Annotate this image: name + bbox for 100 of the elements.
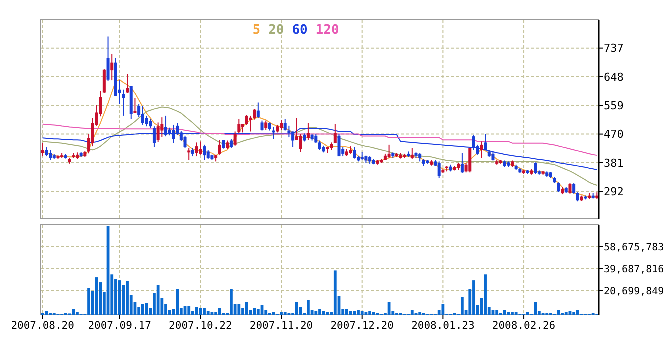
bar [256,309,260,315]
candlestick [141,105,144,126]
bar [357,310,360,315]
bar [534,302,538,315]
bar [280,312,283,315]
candlestick [572,182,576,194]
candlestick [468,148,472,174]
bar [245,302,248,315]
bar [472,280,476,315]
bar [88,288,90,315]
candlestick [353,146,356,160]
bar [526,312,530,315]
candlestick [460,152,464,174]
bar [295,302,298,315]
candlestick [438,161,441,179]
candlestick [45,147,48,158]
bar [253,308,256,315]
candlestick [145,115,148,128]
x-tick-label: 2007.09.17 [88,320,152,332]
candlestick [106,36,110,82]
bar [141,304,144,315]
line-series [42,79,598,198]
bar [360,311,364,315]
text: 120 [316,23,340,38]
candlestick [253,108,256,120]
candlestick [292,131,295,148]
bar [576,310,580,315]
bar [284,312,287,315]
bar [203,308,206,315]
bar [346,309,348,315]
y-tick-label: 58,675,783 [604,242,664,254]
candlestick [410,148,414,160]
bar [176,289,180,315]
bar [318,309,322,315]
candlestick [126,74,130,94]
bar [45,311,48,315]
bar [118,280,122,315]
line-series [42,124,598,156]
candlestick [218,140,222,156]
x-tick-label: 2007.12.20 [330,320,394,332]
bar [496,310,499,315]
candlestick [314,133,318,144]
candlestick [338,134,341,158]
y-tick-label: 470 [604,128,624,142]
bar [218,308,222,315]
candlestick [134,98,137,114]
candlestick [49,150,52,161]
candlestick [184,135,187,149]
text: 60 [292,23,308,38]
candlestick [534,162,538,175]
text: 5 [252,23,261,38]
bar [353,311,356,315]
bar [460,297,464,315]
bar [564,312,568,315]
bar [507,312,510,315]
bar [272,312,276,315]
bar [511,312,514,315]
x-tick-label: 2007.10.22 [169,320,232,332]
y-tick-label: 648 [604,70,624,84]
candlestick [568,182,572,194]
candlestick [206,150,210,160]
candlestick [199,141,202,156]
bar [72,309,76,315]
candlestick [195,142,198,158]
candlestick [264,120,268,131]
bar [418,312,422,315]
candlestick [318,140,322,151]
x-tick-label: 2007.08.20 [11,320,74,332]
candlestick [388,144,391,159]
y-tick-label: 559 [604,100,624,113]
candlestick [480,141,484,159]
bar [442,304,445,315]
candlestick [41,142,44,158]
bar [307,300,310,315]
candlestick [299,134,302,153]
bar [557,310,560,315]
bar [484,274,487,315]
y-tick-label: 20,699,849 [604,286,664,298]
bar [238,304,241,315]
candlestick [280,120,284,131]
bar [572,312,576,315]
text: 20 [268,23,284,38]
x-tick-label: 2008.01.23 [412,320,475,332]
y-tick-label: 737 [604,42,624,56]
y-tick-label: 292 [604,185,624,198]
candlestick [188,148,191,161]
y-tick-label: 39,687,816 [604,264,664,276]
bar [314,311,318,315]
candlestick [110,54,114,82]
candlestick [484,133,488,151]
candlestick [576,192,580,202]
candlestick [334,124,337,144]
bar [514,312,518,315]
bar [206,311,210,315]
candlestick [260,120,264,132]
bar [410,310,414,315]
bar [126,281,129,315]
bar [364,312,368,315]
candlestick [306,122,310,141]
bar [188,306,191,315]
